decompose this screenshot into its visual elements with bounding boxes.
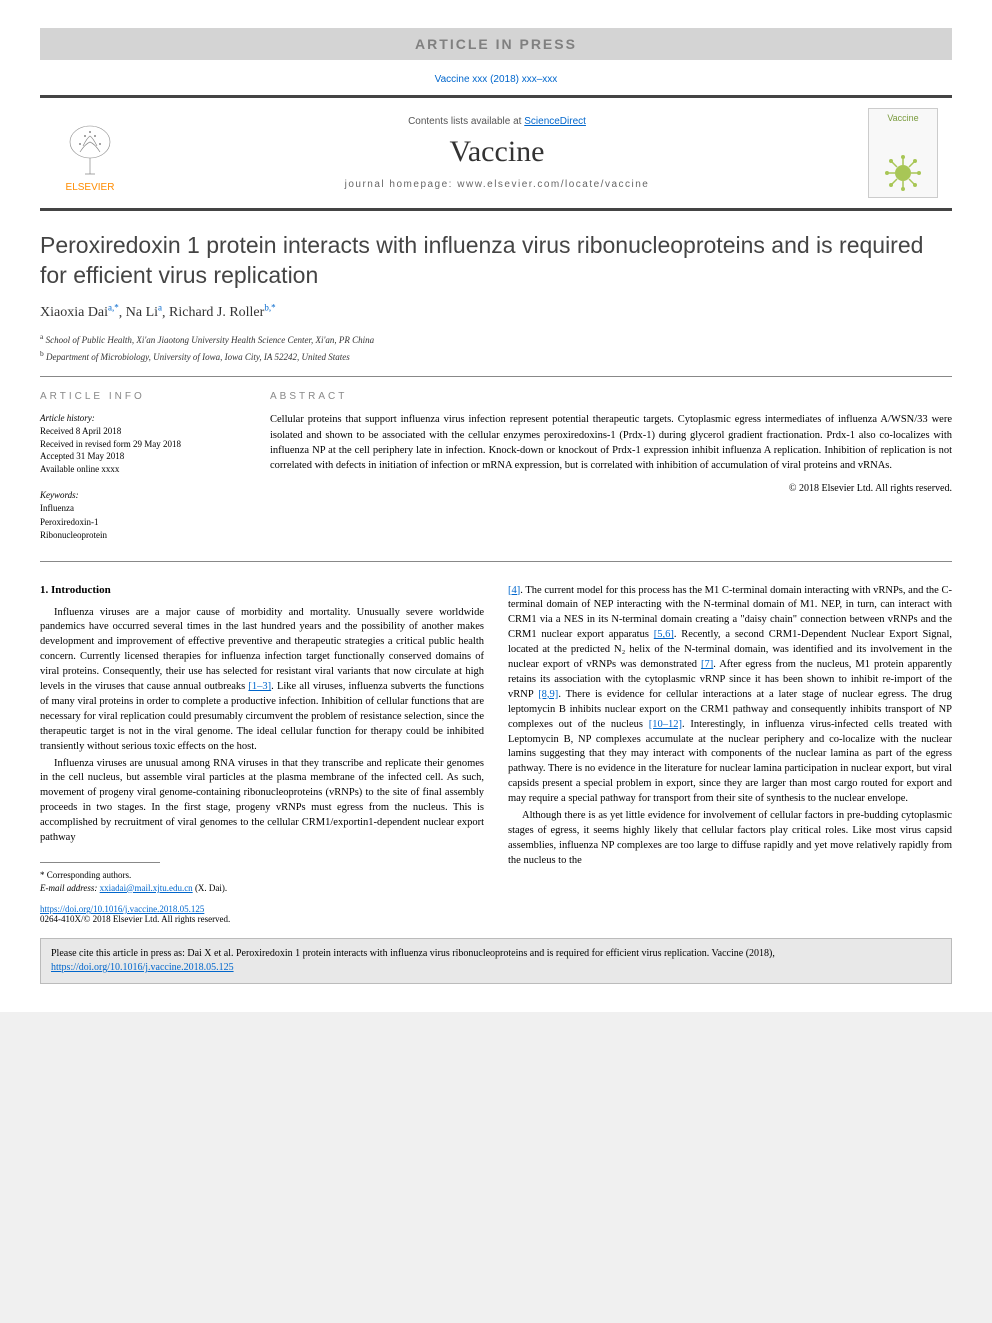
doi-link[interactable]: https://doi.org/10.1016/j.vaccine.2018.0… [40, 904, 484, 914]
citation-link[interactable]: [8,9] [538, 689, 558, 700]
author[interactable]: Xiaoxia Daia,* [40, 305, 119, 320]
citation-text: Please cite this article in press as: Da… [51, 948, 775, 959]
homepage-url[interactable]: www.elsevier.com/locate/vaccine [457, 179, 649, 190]
left-column: 1. Introduction Influenza viruses are a … [40, 584, 484, 925]
history-label: Article history: [40, 412, 240, 425]
sciencedirect-link[interactable]: ScienceDirect [524, 116, 586, 127]
cover-label: Vaccine [887, 113, 918, 123]
abstract-heading: ABSTRACT [270, 391, 952, 402]
article-info-column: ARTICLE INFO Article history: Received 8… [40, 391, 240, 542]
right-column: [4]. The current model for this process … [508, 584, 952, 925]
email-link[interactable]: xxiadai@mail.xjtu.edu.cn [100, 883, 193, 893]
contents-prefix: Contents lists available at [408, 116, 524, 127]
keyword: Ribonucleoprotein [40, 529, 240, 543]
citation-box: Please cite this article in press as: Da… [40, 938, 952, 984]
abstract-column: ABSTRACT Cellular proteins that support … [270, 391, 952, 542]
keyword: Peroxiredoxin-1 [40, 516, 240, 530]
body-paragraph: Influenza viruses are a major cause of m… [40, 606, 484, 755]
author[interactable]: Na Lia [126, 305, 162, 320]
publisher-name: ELSEVIER [66, 182, 115, 193]
article-info-heading: ARTICLE INFO [40, 391, 240, 402]
copyright-line: © 2018 Elsevier Ltd. All rights reserved… [270, 483, 952, 494]
keyword: Influenza [40, 502, 240, 516]
virus-icon [883, 153, 923, 193]
history-item: Available online xxxx [40, 463, 240, 476]
page-root: ARTICLE IN PRESS Vaccine xxx (2018) xxx–… [0, 0, 992, 1012]
corresponding-authors-note: * Corresponding authors. [40, 869, 484, 882]
email-label: E-mail address: [40, 883, 100, 893]
contents-line: Contents lists available at ScienceDirec… [126, 116, 868, 127]
body-paragraph: [4]. The current model for this process … [508, 584, 952, 808]
affiliations: a School of Public Health, Xi'an Jiaoton… [40, 331, 952, 377]
homepage-label: journal homepage: [345, 179, 458, 190]
author-list: Xiaoxia Daia,*, Na Lia, Richard J. Rolle… [40, 303, 952, 322]
email-line: E-mail address: xxiadai@mail.xjtu.edu.cn… [40, 882, 484, 895]
citation-link[interactable]: [10–12] [649, 719, 682, 730]
history-item: Received 8 April 2018 [40, 425, 240, 438]
elsevier-tree-icon [65, 124, 115, 180]
keywords-label: Keywords: [40, 489, 240, 502]
body-paragraph: Although there is as yet little evidence… [508, 809, 952, 869]
masthead: ELSEVIER Contents lists available at Sci… [40, 95, 952, 211]
affiliation-item: a School of Public Health, Xi'an Jiaoton… [40, 331, 952, 348]
affiliation-item: b Department of Microbiology, University… [40, 348, 952, 365]
masthead-center: Contents lists available at ScienceDirec… [126, 116, 868, 190]
journal-name: Vaccine [126, 135, 868, 169]
body-columns: 1. Introduction Influenza viruses are a … [40, 584, 952, 925]
article-title: Peroxiredoxin 1 protein interacts with i… [40, 231, 952, 291]
article-in-press-banner: ARTICLE IN PRESS [40, 28, 952, 60]
info-block: ARTICLE INFO Article history: Received 8… [40, 391, 952, 561]
footnote-separator [40, 862, 160, 863]
homepage-line: journal homepage: www.elsevier.com/locat… [126, 179, 868, 190]
issn-line: 0264-410X/© 2018 Elsevier Ltd. All right… [40, 914, 484, 924]
author[interactable]: Richard J. Rollerb,* [169, 305, 276, 320]
body-paragraph: Influenza viruses are unusual among RNA … [40, 757, 484, 846]
citation-link[interactable]: [4] [508, 585, 520, 596]
publisher-logo[interactable]: ELSEVIER [54, 113, 126, 193]
keywords-block: Keywords: Influenza Peroxiredoxin-1 Ribo… [40, 489, 240, 542]
citation-link[interactable]: [1–3] [248, 681, 271, 692]
abstract-text: Cellular proteins that support influenza… [270, 412, 952, 473]
history-item: Received in revised form 29 May 2018 [40, 438, 240, 451]
section-heading: 1. Introduction [40, 584, 484, 596]
history-item: Accepted 31 May 2018 [40, 450, 240, 463]
citation-link[interactable]: [7] [701, 659, 713, 670]
journal-cover-thumbnail[interactable]: Vaccine [868, 108, 938, 198]
citation-link[interactable]: [5,6] [654, 629, 674, 640]
citation-doi-link[interactable]: https://doi.org/10.1016/j.vaccine.2018.0… [51, 962, 234, 973]
citation-header: Vaccine xxx (2018) xxx–xxx [40, 74, 952, 85]
